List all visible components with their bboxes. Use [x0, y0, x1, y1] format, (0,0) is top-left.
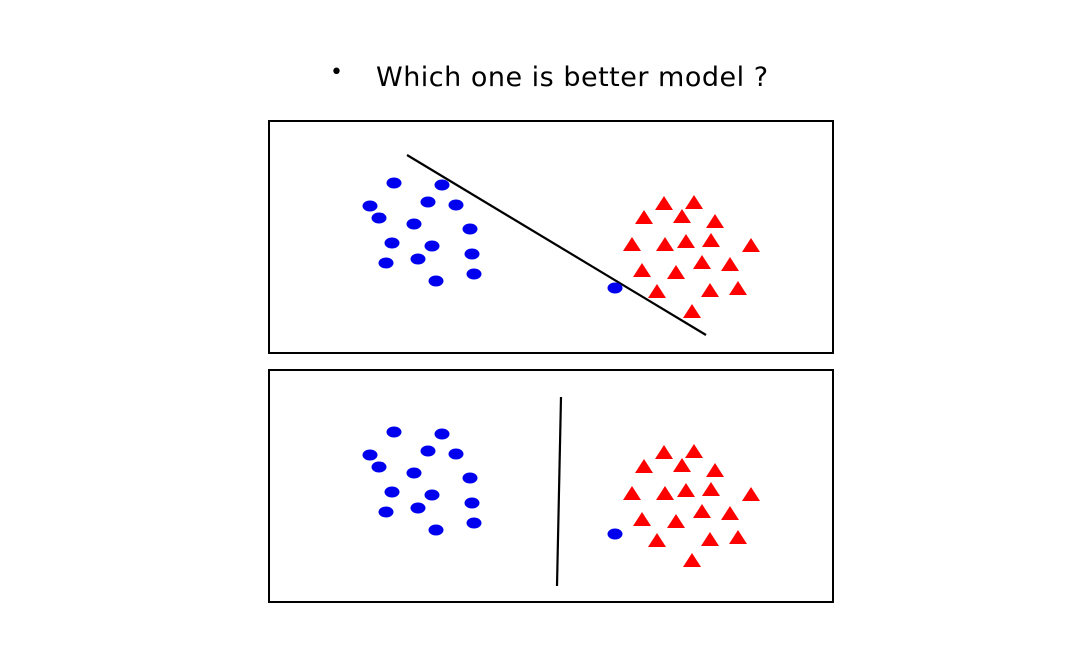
red-triangle-point — [656, 486, 674, 500]
red-triangle-point — [677, 234, 695, 248]
red-triangle-point — [648, 284, 666, 298]
red-triangle-point — [729, 281, 747, 295]
blue-circle-point — [406, 218, 422, 230]
red-triangle-point — [623, 486, 641, 500]
blue-circle-point — [386, 426, 402, 438]
blue-outlier-point — [607, 528, 623, 540]
blue-circle-point — [362, 200, 378, 212]
red-triangle-point — [635, 459, 653, 473]
red-triangle-point — [635, 210, 653, 224]
blue-circle-point — [420, 196, 436, 208]
red-triangle-point — [721, 506, 739, 520]
blue-circle-point — [466, 517, 482, 529]
red-triangle-point — [623, 237, 641, 251]
slide-title: Which one is better model ? — [376, 62, 769, 93]
blue-circle-point — [466, 268, 482, 280]
red-triangle-point — [721, 257, 739, 271]
red-triangle-point — [633, 512, 651, 526]
bullet-icon: • — [330, 60, 343, 85]
red-triangle-point — [655, 196, 673, 210]
blue-circle-point — [464, 248, 480, 260]
red-triangle-point — [683, 304, 701, 318]
blue-circle-point — [448, 448, 464, 460]
blue-circle-point — [462, 472, 478, 484]
red-triangle-point — [673, 209, 691, 223]
blue-circle-point — [434, 179, 450, 191]
blue-circle-point — [384, 237, 400, 249]
red-triangle-point — [729, 530, 747, 544]
red-triangle-point — [655, 445, 673, 459]
red-triangle-point — [633, 263, 651, 277]
red-triangle-point — [648, 533, 666, 547]
red-triangle-point — [693, 504, 711, 518]
blue-circle-point — [410, 253, 426, 265]
blue-circle-point — [428, 275, 444, 287]
red-triangle-point — [677, 483, 695, 497]
red-triangle-point — [742, 238, 760, 252]
model-panel-top — [268, 120, 834, 354]
red-triangle-point — [702, 233, 720, 247]
blue-circle-point — [384, 486, 400, 498]
blue-circle-point — [448, 199, 464, 211]
red-triangle-point — [656, 237, 674, 251]
decision-boundary-line — [555, 396, 563, 587]
blue-circle-point — [428, 524, 444, 536]
model-diagram-top — [362, 154, 760, 336]
red-triangle-point — [683, 553, 701, 567]
red-triangle-point — [701, 532, 719, 546]
red-triangle-point — [673, 458, 691, 472]
blue-circle-point — [371, 461, 387, 473]
red-triangle-point — [685, 195, 703, 209]
red-triangle-point — [706, 214, 724, 228]
blue-circle-point — [464, 497, 480, 509]
red-triangle-point — [685, 444, 703, 458]
blue-circle-point — [406, 467, 422, 479]
blue-circle-point — [378, 506, 394, 518]
red-triangle-point — [706, 463, 724, 477]
blue-outlier-point — [607, 282, 623, 294]
decision-boundary-line — [406, 154, 707, 336]
blue-circle-point — [434, 428, 450, 440]
red-triangle-point — [667, 265, 685, 279]
model-panel-bottom — [268, 369, 834, 603]
red-triangle-point — [742, 487, 760, 501]
blue-circle-point — [410, 502, 426, 514]
blue-circle-point — [420, 445, 436, 457]
blue-circle-point — [362, 449, 378, 461]
red-triangle-point — [702, 482, 720, 496]
blue-circle-point — [371, 212, 387, 224]
blue-circle-point — [386, 177, 402, 189]
blue-circle-point — [378, 257, 394, 269]
blue-circle-point — [424, 489, 440, 501]
slide-title-row: • Which one is better model ? — [0, 58, 1067, 102]
red-triangle-point — [693, 255, 711, 269]
blue-circle-point — [424, 240, 440, 252]
red-triangle-point — [701, 283, 719, 297]
red-triangle-point — [667, 514, 685, 528]
blue-circle-point — [462, 223, 478, 235]
model-diagram-bottom — [362, 396, 760, 587]
